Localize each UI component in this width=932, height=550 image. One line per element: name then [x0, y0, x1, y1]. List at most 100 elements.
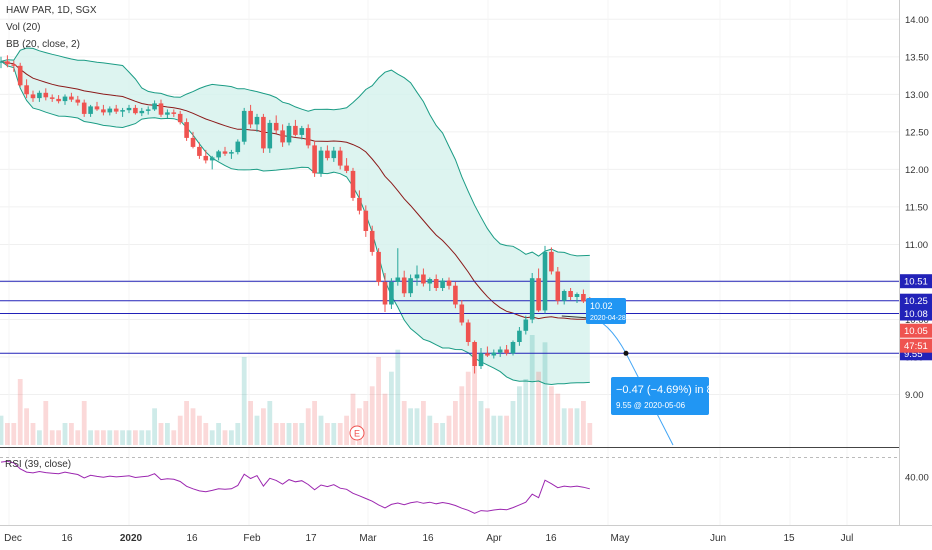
candle	[248, 104, 253, 129]
legend-rsi: RSI (39, close)	[5, 459, 72, 470]
volume-bar	[389, 371, 394, 445]
candle-body	[241, 110, 247, 142]
volume-bar	[561, 408, 567, 445]
countdown-badge-box	[900, 338, 932, 353]
candle	[574, 292, 580, 303]
volume-bar	[433, 423, 439, 445]
volume-bar	[113, 430, 119, 445]
candle-body	[165, 112, 170, 115]
volume-bar	[465, 371, 471, 445]
volume-bar	[376, 357, 381, 445]
candle	[472, 340, 477, 374]
candle-body	[369, 230, 375, 252]
candle	[235, 139, 241, 155]
candle	[491, 349, 497, 359]
time-tick-label: Mar	[359, 533, 377, 544]
time-tick-label: 2020	[120, 533, 143, 544]
candle-body	[152, 103, 157, 110]
candle	[145, 106, 151, 115]
time-tick-label: May	[611, 533, 630, 544]
candle-body	[222, 151, 228, 154]
projection-target-label: 9.55 @ 2020-05-06	[616, 401, 686, 410]
level-badge: 10.08	[900, 306, 932, 321]
candle-body	[203, 155, 209, 161]
candle	[389, 278, 394, 309]
projection-callout[interactable]: −0.47 (−4.69%) in 8d 9.55 @ 2020-05-06	[611, 377, 719, 415]
candle	[504, 345, 509, 356]
candle-body	[177, 113, 183, 123]
candle-body	[293, 125, 298, 135]
volume-bar	[152, 408, 157, 445]
candle-body	[485, 353, 490, 356]
candle-body	[248, 110, 253, 125]
candle-body	[267, 122, 273, 149]
volume-bar	[369, 386, 375, 445]
volume-bar	[478, 401, 484, 445]
volume-bar	[497, 415, 503, 445]
volume-bar	[472, 357, 477, 445]
time-axis[interactable]: Dec 16 2020 16 Feb 17 Mar 16 Apr 16 May Jun 15 Jul	[4, 533, 853, 544]
candle	[299, 125, 305, 140]
level-badge: 10.51	[900, 274, 932, 289]
earnings-marker[interactable]: E	[349, 425, 365, 441]
candle-body	[574, 294, 580, 297]
candle	[549, 247, 554, 275]
volume-bar	[510, 401, 516, 445]
volume-bar	[581, 401, 586, 445]
candle-body	[107, 108, 113, 113]
candle	[293, 119, 298, 137]
candle-body	[472, 342, 477, 366]
volume-bar	[37, 430, 42, 445]
volume-bar	[293, 423, 298, 445]
candle-body	[395, 277, 401, 282]
volume-bar	[261, 408, 266, 445]
current-price-callout[interactable]: 10.02 2020-04-28	[586, 298, 626, 324]
price-tick-label: 12.50	[905, 127, 929, 138]
candle	[414, 265, 420, 286]
volume-bar	[171, 430, 177, 445]
candle	[517, 327, 522, 346]
projection-end-point[interactable]	[623, 350, 629, 356]
candle	[369, 225, 375, 256]
candle	[267, 119, 273, 153]
volume-bar	[177, 415, 183, 445]
candle-body	[190, 137, 196, 147]
candle	[357, 190, 362, 215]
level-badge-label: 10.08	[904, 309, 928, 320]
volume-bar	[344, 415, 349, 445]
candle	[453, 282, 458, 309]
volume-bar	[11, 423, 17, 445]
candle-body	[504, 349, 509, 354]
candle-body	[363, 210, 369, 231]
candle	[152, 100, 157, 111]
horizontal-levels[interactable]	[0, 280, 899, 354]
candle	[158, 99, 164, 117]
candle-body	[24, 85, 29, 95]
candle-body	[357, 197, 362, 211]
countdown-badge-label: 47:51	[904, 341, 928, 352]
volume-bar	[30, 423, 36, 445]
volume-bar	[254, 415, 260, 445]
volume-bar	[69, 423, 74, 445]
countdown-badge: 47:51	[900, 338, 932, 353]
candle-body	[43, 92, 49, 98]
rsi-tick-label: 40.00	[905, 472, 929, 483]
volume-bar	[337, 423, 343, 445]
candle-body	[382, 282, 388, 305]
volume-bar	[427, 415, 433, 445]
candle	[171, 109, 177, 117]
candle	[273, 115, 279, 134]
candle	[11, 60, 17, 72]
level-badge-label: 10.25	[904, 296, 928, 307]
candle-body	[101, 109, 106, 113]
legend-bollinger: BB (20, close, 2)	[6, 39, 80, 50]
candle-body	[49, 97, 55, 99]
candle-body	[62, 96, 68, 102]
candle-body	[446, 280, 452, 286]
candle	[261, 113, 266, 153]
candle-body	[408, 278, 413, 294]
current-price-date: 2020-04-28	[590, 315, 626, 322]
volume-bar	[574, 408, 580, 445]
candle-body	[261, 116, 266, 149]
